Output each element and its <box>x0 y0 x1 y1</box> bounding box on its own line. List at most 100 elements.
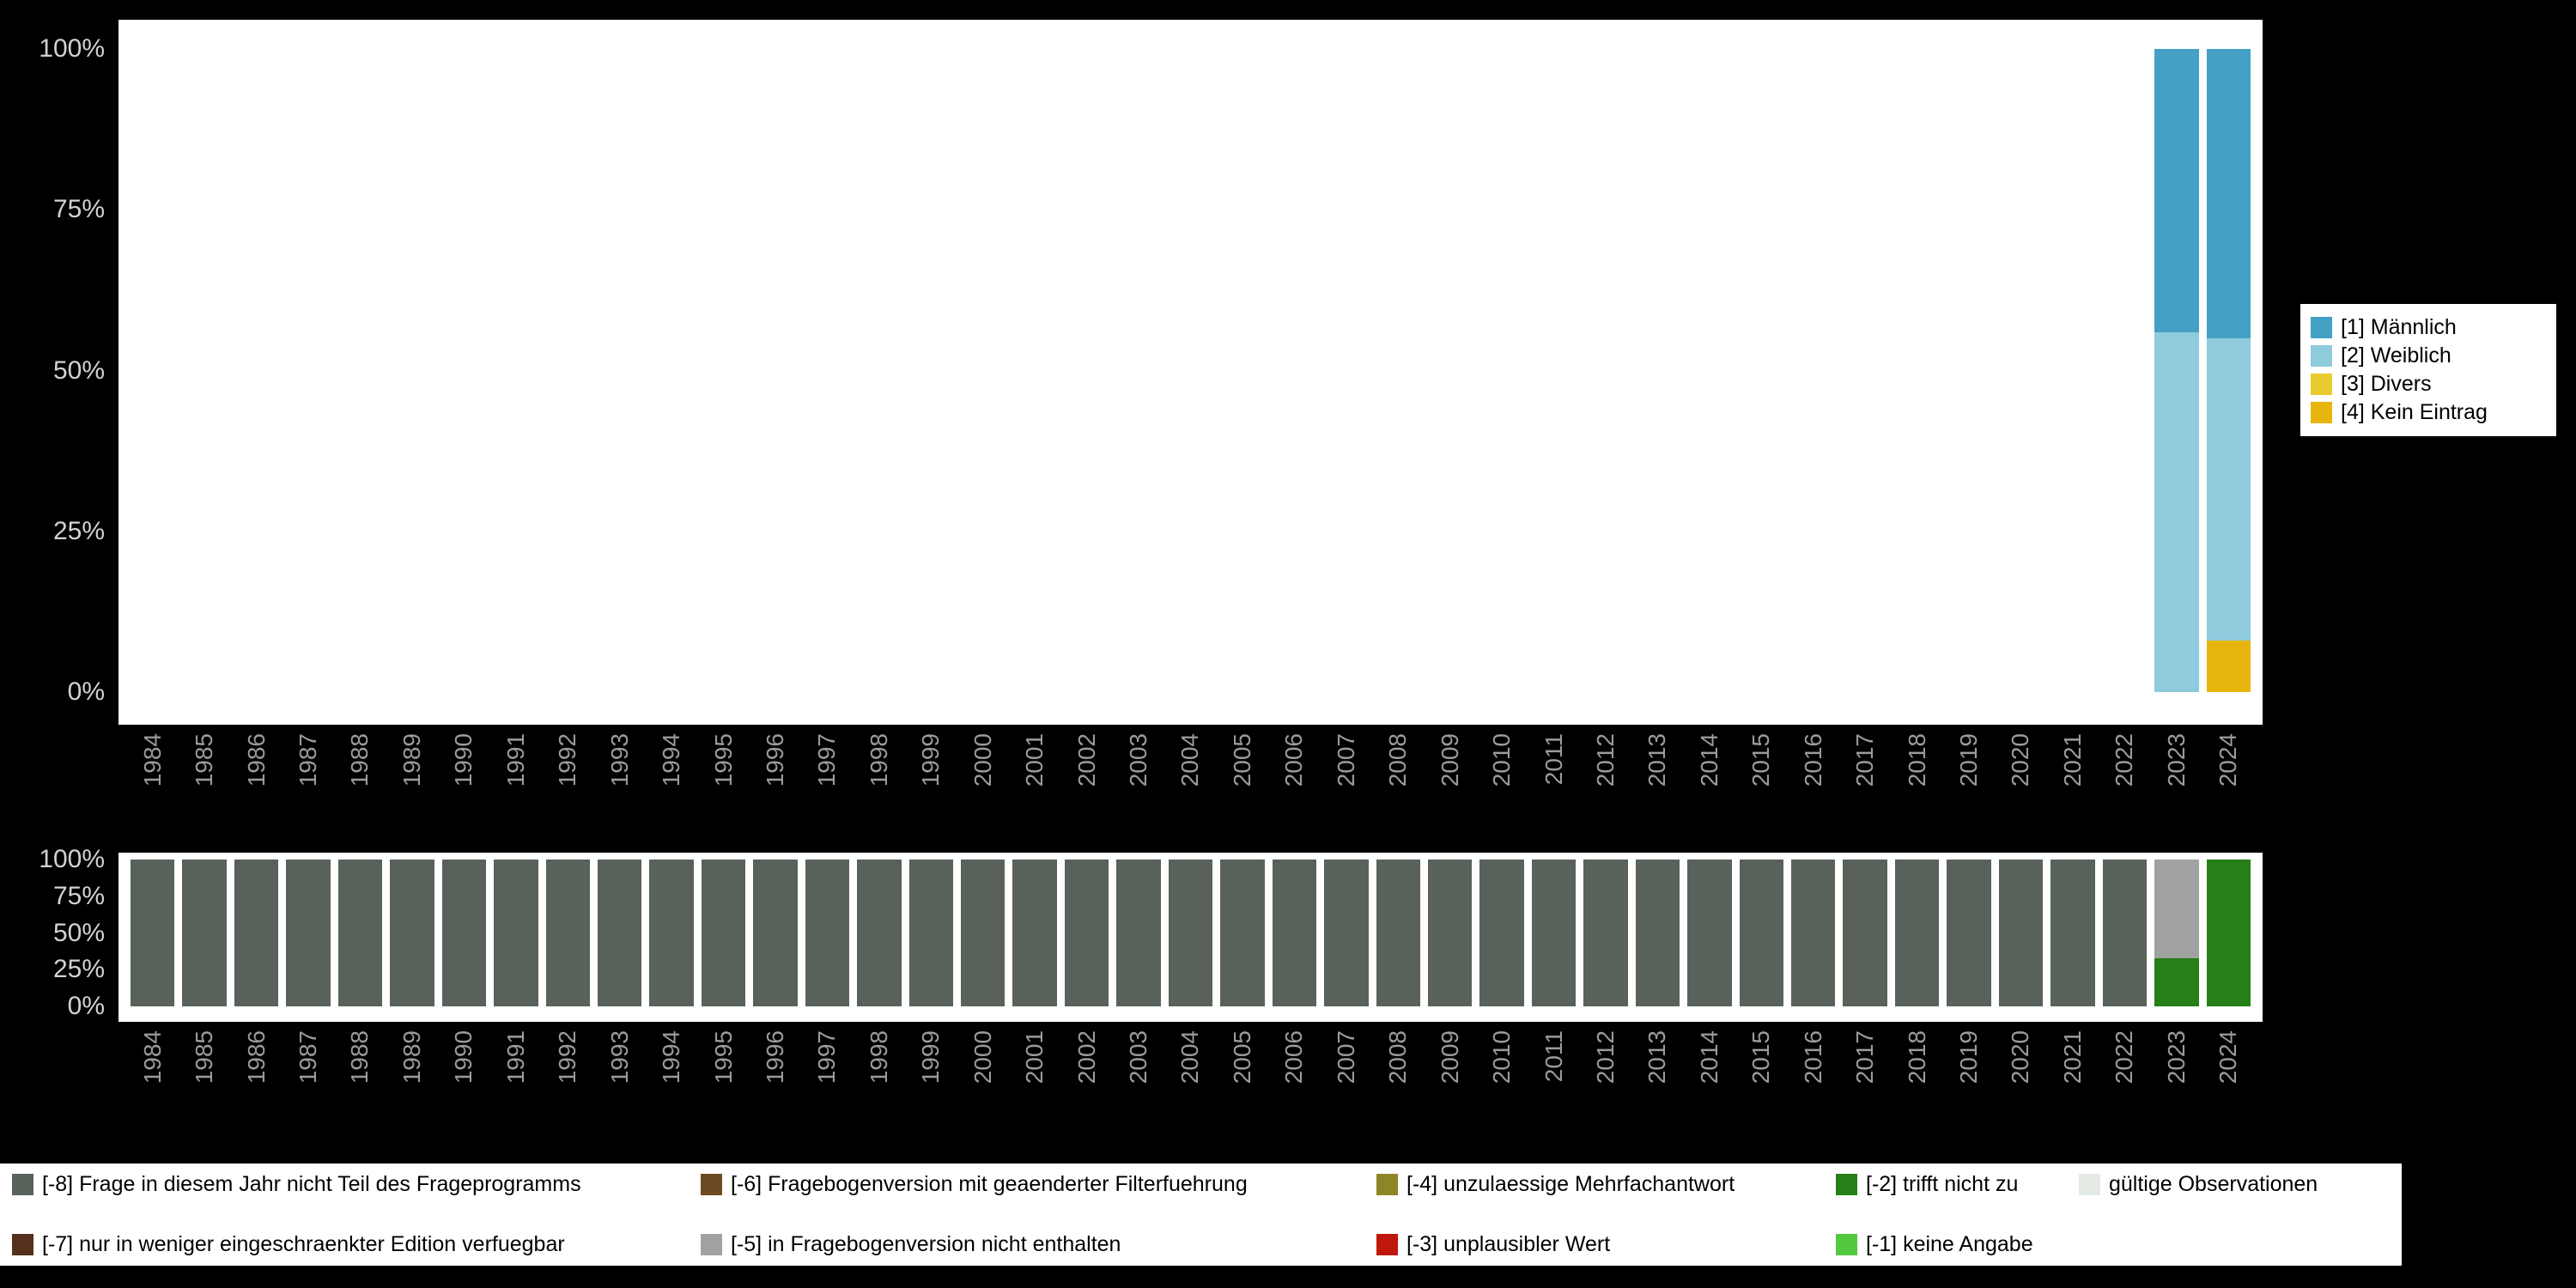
year-label-slot: 2014 <box>1687 733 1731 837</box>
year-label-slot: 2004 <box>1169 1030 1212 1134</box>
year-label: 1988 <box>346 733 374 787</box>
bar-slot-1992 <box>546 49 590 692</box>
bar-2014 <box>1687 49 1731 692</box>
year-label: 2015 <box>1747 1030 1775 1084</box>
bar-segment <box>2050 860 2095 1006</box>
bar-segment <box>286 860 331 1006</box>
legend-item: [2] Weiblich <box>2311 345 2546 367</box>
bar-slot-1994 <box>649 49 693 692</box>
year-label-slot: 2021 <box>2050 733 2094 837</box>
bar-2013 <box>1636 49 1680 692</box>
year-label-slot: 2023 <box>2154 1030 2198 1134</box>
year-label: 1984 <box>138 1030 166 1084</box>
year-label: 2022 <box>2111 1030 2138 1084</box>
bar-1992 <box>546 49 590 692</box>
year-label-slot: 1995 <box>702 733 745 837</box>
bar-segment <box>2154 49 2199 332</box>
year-label: 1999 <box>917 733 945 787</box>
bar-segment <box>961 860 1005 1006</box>
year-label-slot: 1989 <box>390 1030 434 1134</box>
year-label: 2021 <box>2058 733 2086 787</box>
bar-slot-2007 <box>1324 49 1368 692</box>
year-label: 1992 <box>554 733 581 787</box>
bar-1990 <box>442 49 486 692</box>
bar-2001 <box>1012 860 1057 1006</box>
year-label-slot: 1990 <box>442 1030 486 1134</box>
bar-slot-2016 <box>1791 49 1835 692</box>
bar-slot-1984 <box>131 49 174 692</box>
year-label-slot: 2005 <box>1220 733 1264 837</box>
bar-segment <box>2154 860 2199 958</box>
year-label: 2011 <box>1540 733 1567 786</box>
bar-2021 <box>2050 49 2094 692</box>
year-label-slot: 2002 <box>1065 733 1109 837</box>
bar-1993 <box>598 49 641 692</box>
bar-2002 <box>1065 49 1109 692</box>
bar-segment <box>545 860 590 1006</box>
bar-segment <box>1894 860 1940 1006</box>
bar-slot-2014 <box>1687 860 1732 1006</box>
bar-slot-2009 <box>1427 860 1473 1006</box>
bar-2009 <box>1428 49 1472 692</box>
year-label-slot: 2007 <box>1324 1030 1368 1134</box>
bar-slot-1988 <box>337 860 383 1006</box>
bar-slot-2015 <box>1739 860 1783 1006</box>
year-label: 2006 <box>1280 733 1308 787</box>
year-label: 1989 <box>398 1030 425 1084</box>
year-label-slot: 1984 <box>131 1030 174 1134</box>
legend-column: [-4] unzulaessige Mehrfachantwort [-3] un… <box>1376 1174 1836 1255</box>
bar-segment <box>1427 860 1473 1006</box>
bar-2010 <box>1479 49 1523 692</box>
bar-slot-1986 <box>234 860 279 1006</box>
bar-slot-2004 <box>1168 860 1213 1006</box>
bar-slot-2011 <box>1532 49 1576 692</box>
y-axis-tick-label: 100% <box>39 845 105 873</box>
bar-segment <box>2102 860 2148 1006</box>
bar-slot-2019 <box>1947 49 1990 692</box>
bar-segment <box>1064 860 1109 1006</box>
bar-slot-2002 <box>1065 49 1109 692</box>
year-label-slot: 2024 <box>2207 733 2251 837</box>
bar-2023 <box>2154 49 2199 692</box>
year-label-slot: 2016 <box>1791 733 1835 837</box>
bar-slot-1985 <box>182 49 226 692</box>
bar-slot-2006 <box>1272 860 1317 1006</box>
gender-chart-panel <box>118 20 2263 725</box>
bar-segment <box>2154 957 2199 1006</box>
bar-slot-1987 <box>286 49 330 692</box>
year-label: 2012 <box>1591 1030 1619 1084</box>
legend-item-label: [3] Divers <box>2341 372 2432 396</box>
year-label: 1986 <box>242 733 270 787</box>
year-label: 2007 <box>1332 1030 1359 1084</box>
bar-slot-2022 <box>2103 49 2147 692</box>
bar-1986 <box>234 49 278 692</box>
year-label-slot: 2016 <box>1791 1030 1835 1134</box>
bar-slot-2012 <box>1583 49 1627 692</box>
bar-2013 <box>1635 860 1680 1006</box>
bar-1986 <box>234 860 279 1006</box>
bar-2000 <box>961 860 1005 1006</box>
year-label-slot: 2022 <box>2103 733 2147 837</box>
bar-segment <box>1843 860 1887 1006</box>
year-label: 2009 <box>1436 733 1463 787</box>
year-label: 2013 <box>1643 1030 1671 1084</box>
bar-segment <box>1272 860 1317 1006</box>
bar-1993 <box>597 860 642 1006</box>
year-label-slot: 1989 <box>390 733 434 837</box>
bar-2008 <box>1376 860 1420 1006</box>
missings-chart-panel <box>118 853 2263 1022</box>
bar-segment <box>182 860 227 1006</box>
bar-segment <box>494 860 538 1006</box>
bar-1990 <box>441 860 487 1006</box>
bar-segment <box>2206 49 2251 339</box>
year-label: 1987 <box>295 1030 322 1084</box>
y-axis-tick-label: 50% <box>52 918 105 947</box>
bar-1988 <box>338 49 382 692</box>
year-label-slot: 2000 <box>961 733 1005 837</box>
legend-column: [-2] trifft nicht zu [-1] keine Angabe <box>1836 1174 2079 1255</box>
bar-segment <box>701 860 746 1006</box>
bar-2018 <box>1895 49 1939 692</box>
bar-slot-2018 <box>1895 49 1939 692</box>
year-label-slot: 2017 <box>1843 733 1886 837</box>
year-label: 1997 <box>813 1030 841 1084</box>
